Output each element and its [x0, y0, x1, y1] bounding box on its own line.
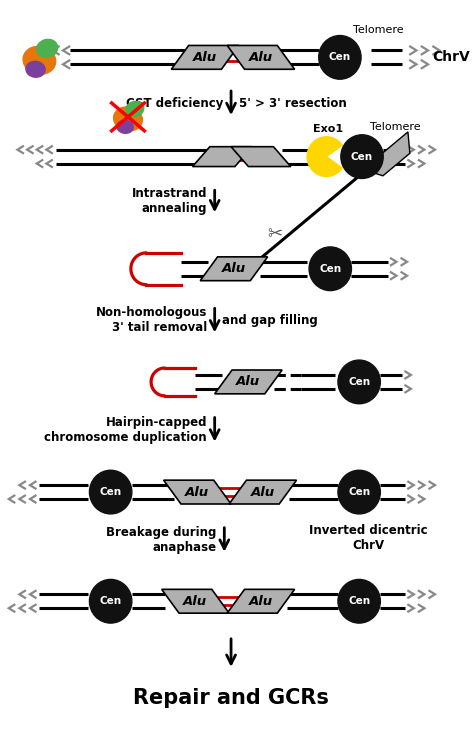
- Text: Repair and GCRs: Repair and GCRs: [133, 688, 329, 708]
- Ellipse shape: [23, 47, 55, 74]
- Polygon shape: [227, 589, 295, 613]
- Text: Breakage during
anaphase: Breakage during anaphase: [106, 525, 217, 554]
- Text: ChrV: ChrV: [432, 50, 470, 64]
- Circle shape: [338, 471, 380, 514]
- Ellipse shape: [114, 107, 142, 131]
- Ellipse shape: [126, 102, 144, 116]
- Polygon shape: [215, 370, 282, 393]
- Text: Alu: Alu: [237, 376, 260, 388]
- Circle shape: [309, 247, 351, 290]
- Text: Exo1: Exo1: [313, 124, 343, 134]
- Polygon shape: [231, 147, 291, 167]
- Text: Cen: Cen: [100, 487, 122, 497]
- Wedge shape: [307, 137, 342, 176]
- Text: Cen: Cen: [348, 597, 370, 606]
- Circle shape: [319, 36, 361, 79]
- Ellipse shape: [36, 39, 57, 58]
- Circle shape: [90, 579, 132, 623]
- Text: Alu: Alu: [183, 595, 208, 608]
- Text: Cen: Cen: [348, 487, 370, 497]
- Text: Inverted dicentric
ChrV: Inverted dicentric ChrV: [310, 524, 428, 552]
- Text: Cen: Cen: [100, 597, 122, 606]
- Polygon shape: [162, 589, 229, 613]
- Circle shape: [341, 135, 383, 179]
- Text: Cen: Cen: [348, 377, 370, 387]
- Text: Alu: Alu: [251, 485, 275, 499]
- Circle shape: [338, 579, 380, 623]
- Text: Alu: Alu: [222, 262, 246, 275]
- Text: Cen: Cen: [351, 152, 373, 162]
- Polygon shape: [192, 147, 252, 167]
- Text: and gap filling: and gap filling: [222, 314, 318, 327]
- Polygon shape: [229, 480, 297, 504]
- Text: Telomere: Telomere: [371, 122, 421, 132]
- Polygon shape: [227, 45, 295, 69]
- Text: Alu: Alu: [249, 595, 273, 608]
- Text: ✂: ✂: [267, 225, 282, 243]
- Text: CST deficiency: CST deficiency: [126, 96, 223, 110]
- Ellipse shape: [117, 120, 133, 133]
- Polygon shape: [164, 480, 231, 504]
- Text: Cen: Cen: [319, 264, 341, 273]
- Ellipse shape: [26, 62, 45, 77]
- Polygon shape: [171, 45, 239, 69]
- Text: Non-homologous
3' tail removal: Non-homologous 3' tail removal: [96, 306, 207, 334]
- Circle shape: [90, 471, 132, 514]
- Text: Cen: Cen: [329, 53, 351, 62]
- Text: Alu: Alu: [193, 51, 217, 64]
- Polygon shape: [363, 132, 410, 176]
- Text: Alu: Alu: [249, 51, 273, 64]
- Text: Alu: Alu: [185, 485, 210, 499]
- Circle shape: [338, 360, 380, 404]
- Text: Telomere: Telomere: [353, 24, 404, 35]
- Polygon shape: [200, 257, 268, 281]
- Text: Hairpin-capped
chromosome duplication: Hairpin-capped chromosome duplication: [45, 416, 207, 444]
- Text: Intrastrand
annealing: Intrastrand annealing: [131, 187, 207, 216]
- Text: 5' > 3' resection: 5' > 3' resection: [239, 96, 346, 110]
